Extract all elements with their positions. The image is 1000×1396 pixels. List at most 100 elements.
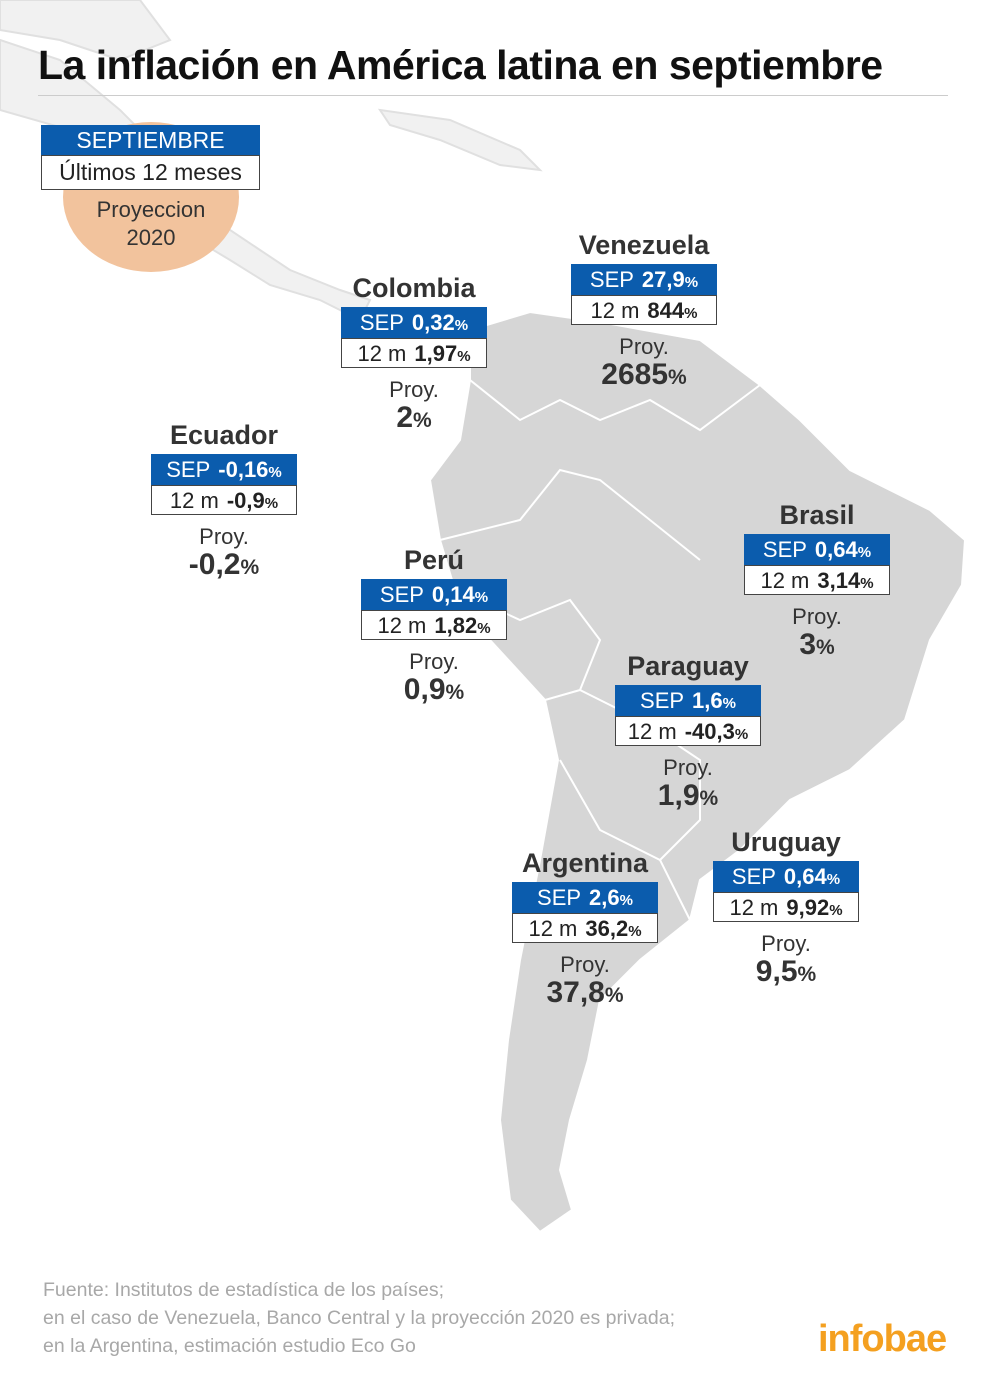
sep-value: 0,64 [783, 864, 827, 889]
projection-value: 2685% [571, 359, 717, 394]
page-title: La inflación en América latina en septie… [38, 42, 883, 88]
sep-value: 0,32 [411, 310, 455, 335]
m12-value: 1,97 [414, 341, 458, 366]
projection-number: 2685 [601, 358, 669, 391]
projection-value: 37,8% [512, 977, 658, 1012]
m12-label: 12 m [169, 488, 219, 513]
september-row: SEP 0,14% [361, 579, 507, 610]
country-name: Venezuela [578, 230, 710, 260]
twelve-month-row: 12 m -40,3% [615, 716, 761, 746]
sep-value: 27,9 [641, 267, 685, 292]
twelve-month-row: 12 m -0,9% [151, 485, 297, 515]
source-line: en el caso de Venezuela, Banco Central y… [43, 1307, 675, 1329]
country-name: Perú [403, 545, 465, 575]
source-line: en la Argentina, estimación estudio Eco … [43, 1335, 416, 1357]
legend-projection-line1: Proyeccion [96, 197, 206, 222]
legend-projection-line2: 2020 [126, 225, 176, 250]
pct-sign: % [628, 923, 642, 940]
sep-label: SEP [166, 457, 211, 482]
projection-label: Proy. [663, 755, 713, 780]
country-name: Brasil [779, 500, 855, 530]
m12-label: 12 m [357, 341, 407, 366]
september-row: SEP 2,6% [512, 882, 658, 913]
country-name: Uruguay [731, 827, 841, 857]
m12-value: -0,9 [226, 488, 265, 513]
pct-sign: % [668, 366, 687, 389]
projection-value: 1,9% [615, 780, 761, 815]
country-name: Ecuador [169, 420, 279, 450]
september-row: SEP 27,9% [571, 264, 717, 295]
m12-label: 12 m [729, 895, 779, 920]
september-row: SEP -0,16% [151, 454, 297, 485]
pct-sign: % [240, 556, 260, 579]
m12-value: 9,92 [786, 895, 830, 920]
projection-label: Proy. [761, 931, 811, 956]
source-note: Fuente: Institutos de estadística de los… [43, 1276, 675, 1360]
country-name: Paraguay [627, 651, 749, 681]
m12-label: 12 m [627, 719, 677, 744]
country-block-brasil: Brasil SEP 0,64% 12 m 3,14% Proy. 3% [744, 500, 890, 664]
pct-sign: % [816, 636, 835, 659]
pct-sign: % [619, 892, 633, 909]
country-name: Argentina [521, 848, 648, 878]
projection-number: 1,9 [657, 779, 700, 812]
m12-value: -40,3 [684, 719, 735, 744]
m12-label: 12 m [760, 568, 810, 593]
twelve-month-row: 12 m 9,92% [713, 892, 859, 922]
projection-value: -0,2% [151, 549, 297, 584]
pct-sign: % [264, 495, 279, 512]
september-row: SEP 0,64% [744, 534, 890, 565]
m12-value: 844 [647, 298, 685, 323]
projection-label: Proy. [560, 952, 610, 977]
sep-label: SEP [640, 688, 685, 713]
projection-number: 3 [799, 628, 816, 661]
source-line: Fuente: Institutos de estadística de los… [43, 1279, 445, 1301]
pct-sign: % [445, 681, 465, 704]
projection-label: Proy. [409, 649, 459, 674]
projection-label: Proy. [619, 334, 669, 359]
pct-sign: % [457, 348, 471, 365]
pct-sign: % [454, 317, 469, 334]
september-row: SEP 1,6% [615, 685, 761, 716]
projection-label: Proy. [199, 524, 249, 549]
pct-sign: % [413, 409, 432, 432]
september-row: SEP 0,64% [713, 861, 859, 892]
pct-sign: % [477, 620, 491, 637]
pct-sign: % [684, 274, 699, 291]
sep-label: SEP [537, 885, 582, 910]
m12-value: 1,82 [434, 613, 478, 638]
twelve-month-row: 12 m 36,2% [512, 913, 658, 943]
pct-sign: % [684, 305, 698, 322]
country-block-venezuela: Venezuela SEP 27,9% 12 m 844% Proy. 2685% [571, 230, 717, 394]
twelve-month-row: 12 m 844% [571, 295, 717, 325]
pct-sign: % [829, 902, 843, 919]
projection-value: 0,9% [361, 674, 507, 709]
m12-label: 12 m [528, 916, 578, 941]
country-block-argentina: Argentina SEP 2,6% 12 m 36,2% Proy. 37,8% [512, 848, 658, 1012]
twelve-month-row: 12 m 3,14% [744, 565, 890, 595]
m12-label: 12 m [377, 613, 427, 638]
pct-sign: % [474, 589, 489, 606]
sep-label: SEP [379, 582, 424, 607]
projection-label: Proy. [389, 377, 439, 402]
projection-number: -0,2 [188, 548, 241, 581]
sep-value: 0,14 [431, 582, 475, 607]
projection-number: 0,9 [403, 673, 446, 706]
pct-sign: % [734, 726, 749, 743]
pct-sign: % [268, 464, 282, 481]
pct-sign: % [860, 575, 874, 592]
sep-label: SEP [359, 310, 404, 335]
sep-value: 2,6 [589, 885, 620, 910]
pct-sign: % [826, 871, 841, 888]
legend-projection: Proyeccion 2020 [63, 196, 239, 252]
pct-sign: % [699, 787, 719, 810]
sep-value: -0,16 [218, 457, 269, 482]
pct-sign: % [604, 984, 624, 1007]
infobae-logo: infobae [818, 1318, 947, 1360]
projection-value: 2% [341, 402, 487, 437]
sep-label: SEP [589, 267, 634, 292]
m12-label: 12 m [590, 298, 640, 323]
country-name: Colombia [352, 273, 476, 303]
projection-number: 37,8 [546, 976, 605, 1009]
